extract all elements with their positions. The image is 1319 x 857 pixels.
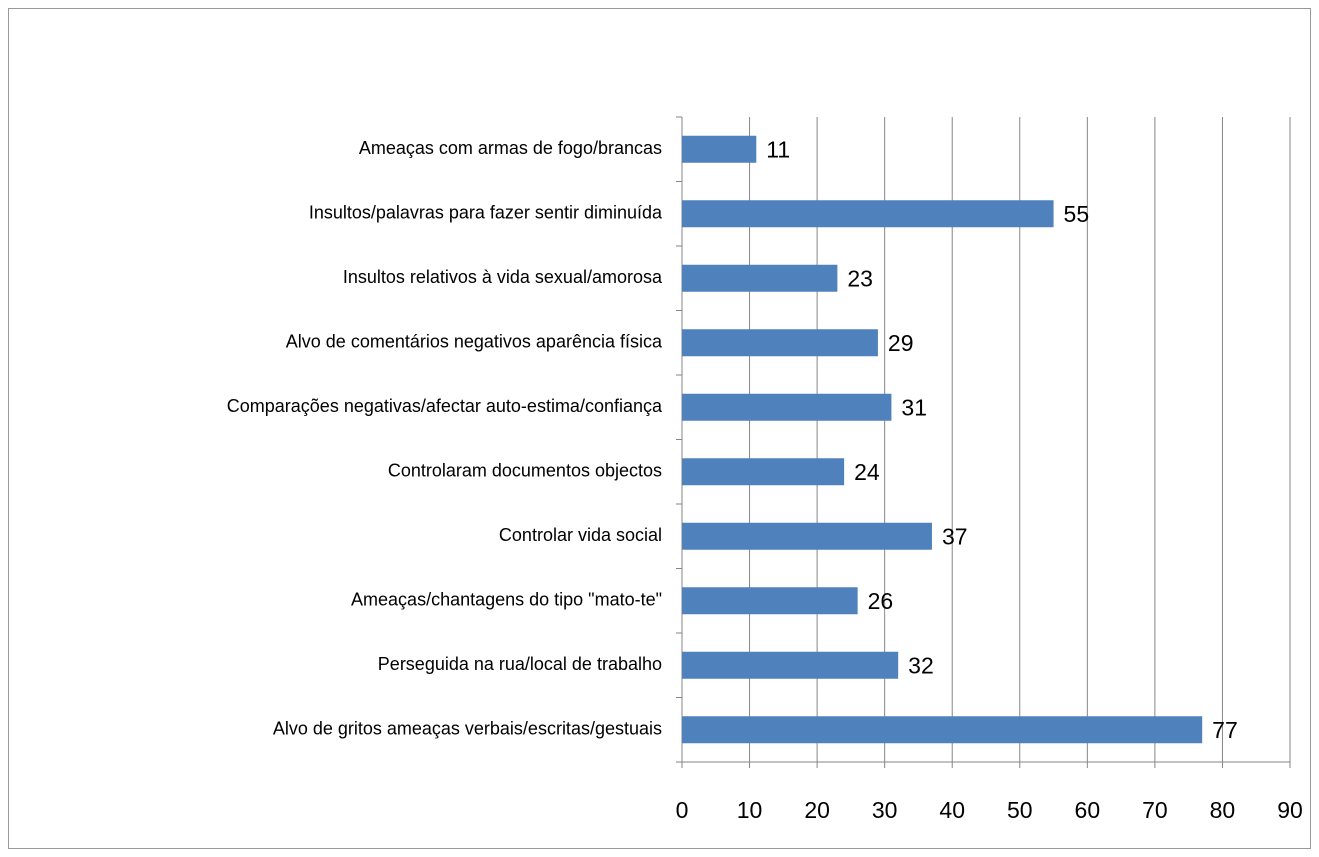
y-tick-label: Ameaças com armas de fogo/brancas	[359, 138, 662, 158]
bar	[682, 329, 878, 357]
y-tick-label: Insultos relativos à vida sexual/amorosa	[343, 267, 663, 287]
x-tick-label: 80	[1210, 797, 1236, 823]
y-tick-label: Controlar vida social	[499, 525, 662, 545]
x-tick-label: 50	[1007, 797, 1033, 823]
y-tick-label: Alvo de gritos ameaças verbais/escritas/…	[273, 719, 662, 739]
bar	[682, 458, 845, 486]
chart-frame	[8, 8, 1311, 849]
y-tick-label: Comparações negativas/afectar auto-estim…	[227, 396, 663, 416]
data-label: 23	[847, 265, 873, 291]
y-tick-label: Controlaram documentos objectos	[388, 461, 662, 481]
x-tick-label: 20	[804, 797, 830, 823]
data-label: 37	[942, 523, 968, 549]
data-label: 55	[1064, 201, 1090, 227]
x-tick-label: 70	[1142, 797, 1168, 823]
data-label: 11	[766, 136, 790, 162]
bar	[682, 264, 838, 292]
data-label: 31	[901, 394, 927, 420]
y-tick-label: Perseguida na rua/local de trabalho	[378, 654, 662, 674]
data-label: 77	[1212, 717, 1238, 743]
x-tick-label: 10	[737, 797, 763, 823]
y-tick-label: Ameaças/chantagens do tipo "mato-te"	[351, 590, 662, 610]
data-label: 32	[908, 652, 934, 678]
y-tick-label: Insultos/palavras para fazer sentir dimi…	[309, 203, 663, 223]
x-tick-label: 60	[1075, 797, 1101, 823]
data-label: 24	[854, 459, 880, 485]
y-tick-label: Alvo de comentários negativos aparência …	[286, 332, 663, 352]
bar	[682, 716, 1203, 744]
x-tick-label: 0	[676, 797, 689, 823]
x-tick-label: 90	[1277, 797, 1303, 823]
bar	[682, 587, 858, 615]
bar	[682, 651, 899, 679]
bar	[682, 135, 757, 163]
x-tick-label: 30	[872, 797, 898, 823]
data-label: 26	[868, 588, 894, 614]
x-tick-label: 40	[939, 797, 965, 823]
data-label: 29	[888, 330, 914, 356]
bar	[682, 522, 932, 550]
bar	[682, 393, 892, 421]
bar	[682, 200, 1054, 228]
